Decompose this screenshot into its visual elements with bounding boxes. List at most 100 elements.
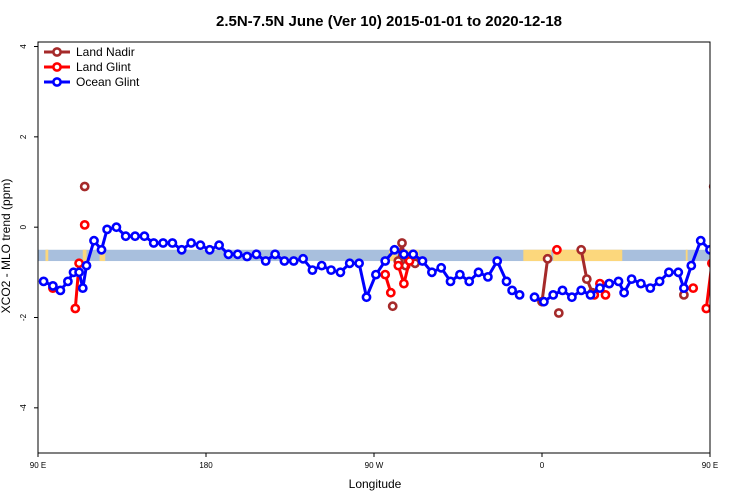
background-layer [38,249,721,262]
ocean-glint-point [335,267,346,278]
ocean-glint-point [77,283,88,293]
land-glint-point [688,283,699,293]
ocean-glint-point [721,224,728,231]
land-glint-point [79,219,90,230]
ocean-glint-point [270,249,280,260]
x-axis: 90 E 180 90 W 0 90 E [30,453,718,470]
y-tick-label: 0 [19,224,28,229]
ocean-glint-point [89,235,99,246]
ocean-glint-point [548,289,559,300]
chart-title: 2.5N-7.5N June (Ver 10) 2015-01-01 to 20… [216,13,562,30]
legend-label: Ocean Glint [76,75,140,89]
ocean-glint-point [626,274,637,284]
ocean-glint-point [96,244,107,255]
land-nadir-point [79,181,90,192]
ocean-glint-point [307,265,318,275]
x-tick-label: 90 E [702,461,718,470]
reference-band [38,249,710,262]
ocean-glint-point [507,285,517,296]
ocean-glint-point [695,235,706,246]
legend-marker [52,62,62,72]
land-glint-point [70,303,81,314]
ocean-glint-point [744,233,750,240]
ocean-glint-point [242,251,252,262]
ocean-glint-point [130,231,140,242]
ocean-glint-point [619,287,629,298]
ocean-glint-point [354,258,364,269]
y-tick-label: -2 [19,313,28,321]
land-nadir-point [542,253,553,264]
y-tick-label: -4 [19,404,28,412]
land-patch [717,250,721,261]
ocean-glint-point [251,249,262,260]
y-axis-label: XCO2 - MLO trend (ppm) [0,179,13,314]
land-nadir-point [581,274,592,284]
ocean-glint-point [417,256,428,266]
land-nadir-line [540,258,550,302]
legend-label: Land Glint [76,60,131,74]
ocean-glint-point [613,276,624,287]
land-patch [388,249,397,262]
land-glint-point [380,269,391,280]
ocean-glint-point [167,238,178,248]
x-axis-label: Longitude [349,477,402,491]
ocean-glint-point [326,265,336,275]
ocean-glint-point [604,278,615,289]
land-glint-point [707,258,710,268]
ocean-glint-point [55,285,66,296]
ocean-glint-point [529,292,540,303]
y-axis: -4 -2 0 2 4 [19,44,38,412]
land-nadir-point [387,301,398,312]
land-glint-point [701,303,710,314]
land-patch [553,249,623,262]
ocean-glint-point [81,260,92,271]
ocean-glint-point [654,276,665,287]
ocean-glint-point [74,267,84,278]
legend-marker [52,77,62,87]
land-patch [99,249,106,262]
land-glint-point [600,289,611,300]
ocean-glint-point [492,256,503,266]
land-nadir-point [397,238,407,248]
land-nadir-point [576,244,587,255]
land-nadir-point [708,183,710,190]
ocean-glint-point [595,283,605,293]
ocean-glint-point [186,238,196,248]
ocean-glint-point [408,249,419,260]
land-nadir-point [553,308,564,318]
land-glint-point [714,221,721,228]
ocean-glint-point [398,249,409,260]
land-glint-line [704,266,710,309]
ocean-glint-point [158,238,168,248]
ocean-glint-point [705,244,710,255]
ocean-glint-point [120,231,131,242]
ocean-glint-point [464,276,475,287]
ocean-glint-point [729,233,736,240]
ocean-glint-point [445,276,456,287]
ocean-glint-point [195,240,206,251]
ocean-glint-point [673,267,684,278]
x-tick-label: 90 E [30,461,46,470]
ocean-glint-point [576,285,587,296]
ocean-glint-point [298,253,308,264]
legend-label: Land Nadir [76,45,135,59]
ocean-glint-point [557,285,568,296]
ocean-glint-point [111,222,122,233]
ocean-glint-point [501,276,512,287]
ocean-glint-point [482,271,493,282]
ocean-glint-line [42,225,508,299]
land-patch [685,249,688,262]
ocean-glint-point [63,276,73,287]
ocean-glint-point [176,244,187,255]
ocean-glint-point [426,267,437,278]
land-patch [82,249,87,262]
y-tick-label: 4 [19,44,28,49]
ocean-glint-point [316,260,327,271]
ocean-glint-point [148,238,159,248]
ocean-glint-point [288,256,299,266]
ocean-glint-point [585,289,596,300]
x-tick-label: 0 [540,461,545,470]
ocean-glint-point [38,276,49,287]
